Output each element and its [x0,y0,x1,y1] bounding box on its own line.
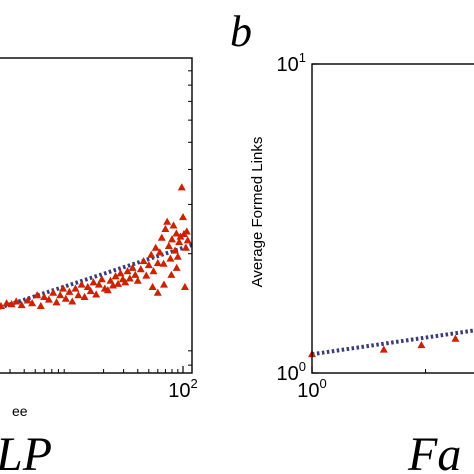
panel-b-marks [308,327,474,358]
panel-a-point-68 [181,283,189,290]
panel-a-point-39 [126,274,134,281]
panel-a-point-54 [161,225,169,232]
panel-a-point-56 [165,242,173,249]
panel-a-point-12 [49,289,57,296]
panel-b-x-tick-label-0: 100 [297,376,326,402]
panel-a-point-55 [163,218,171,225]
panel-a-point-14 [56,291,64,298]
panel-b-point-2 [417,341,425,348]
panel-b-plot-frame [312,64,474,373]
panel-a-point-65 [178,183,186,190]
panel-a-point-20 [74,291,82,298]
panel-a-point-13 [53,298,61,305]
panel-a-name-label: LP [0,428,52,474]
panel-a-point-15 [59,285,67,292]
panel-a-point-18 [68,297,76,304]
panel-a-marks [0,183,192,311]
panel-a: 102 ee LP [0,58,198,474]
panel-b-y-axis-label: Average Formed Links [249,137,266,288]
panel-b-name-label: Fa [407,428,461,474]
panel-a-point-48 [150,267,158,274]
panel-a-point-57 [166,254,174,261]
panel-a-ticks: 102 [10,71,198,402]
panel-a-point-21 [78,281,86,288]
panel-a-point-28 [98,275,106,282]
panel-b-point-1 [380,345,388,352]
panel-a-plot-frame [0,58,192,373]
panel-a-point-74 [160,281,168,288]
panel-a-x-tick-label-0: 102 [168,376,197,402]
panel-a-point-69 [182,244,190,251]
panel-a-point-43 [137,265,145,272]
panel-a-point-75 [167,271,175,278]
panel-b-letter: b [230,7,252,56]
panel-a-point-71 [184,236,192,243]
panel-b-ticks: 100100101 [277,50,474,402]
panel-b: b 100100101 Average Formed Links Fa [230,7,474,474]
panel-a-point-35 [117,269,125,276]
panel-a-point-49 [152,244,160,251]
panel-b-fit-line [312,328,474,354]
panel-a-point-59 [170,221,178,228]
panel-a-point-72 [149,283,157,290]
panel-a-x-axis-label: ee [12,403,28,419]
panel-a-point-47 [147,251,155,258]
panel-a-point-66 [179,213,187,220]
panel-a-point-45 [142,271,150,278]
panel-b-y-tick-label-1: 101 [277,50,306,76]
panel-a-point-53 [160,260,168,267]
panel-a-point-76 [173,264,181,271]
panel-a-point-52 [158,234,166,241]
panel-a-point-62 [174,253,182,260]
panel-b-point-3 [451,335,459,342]
panel-a-point-9 [37,302,45,309]
